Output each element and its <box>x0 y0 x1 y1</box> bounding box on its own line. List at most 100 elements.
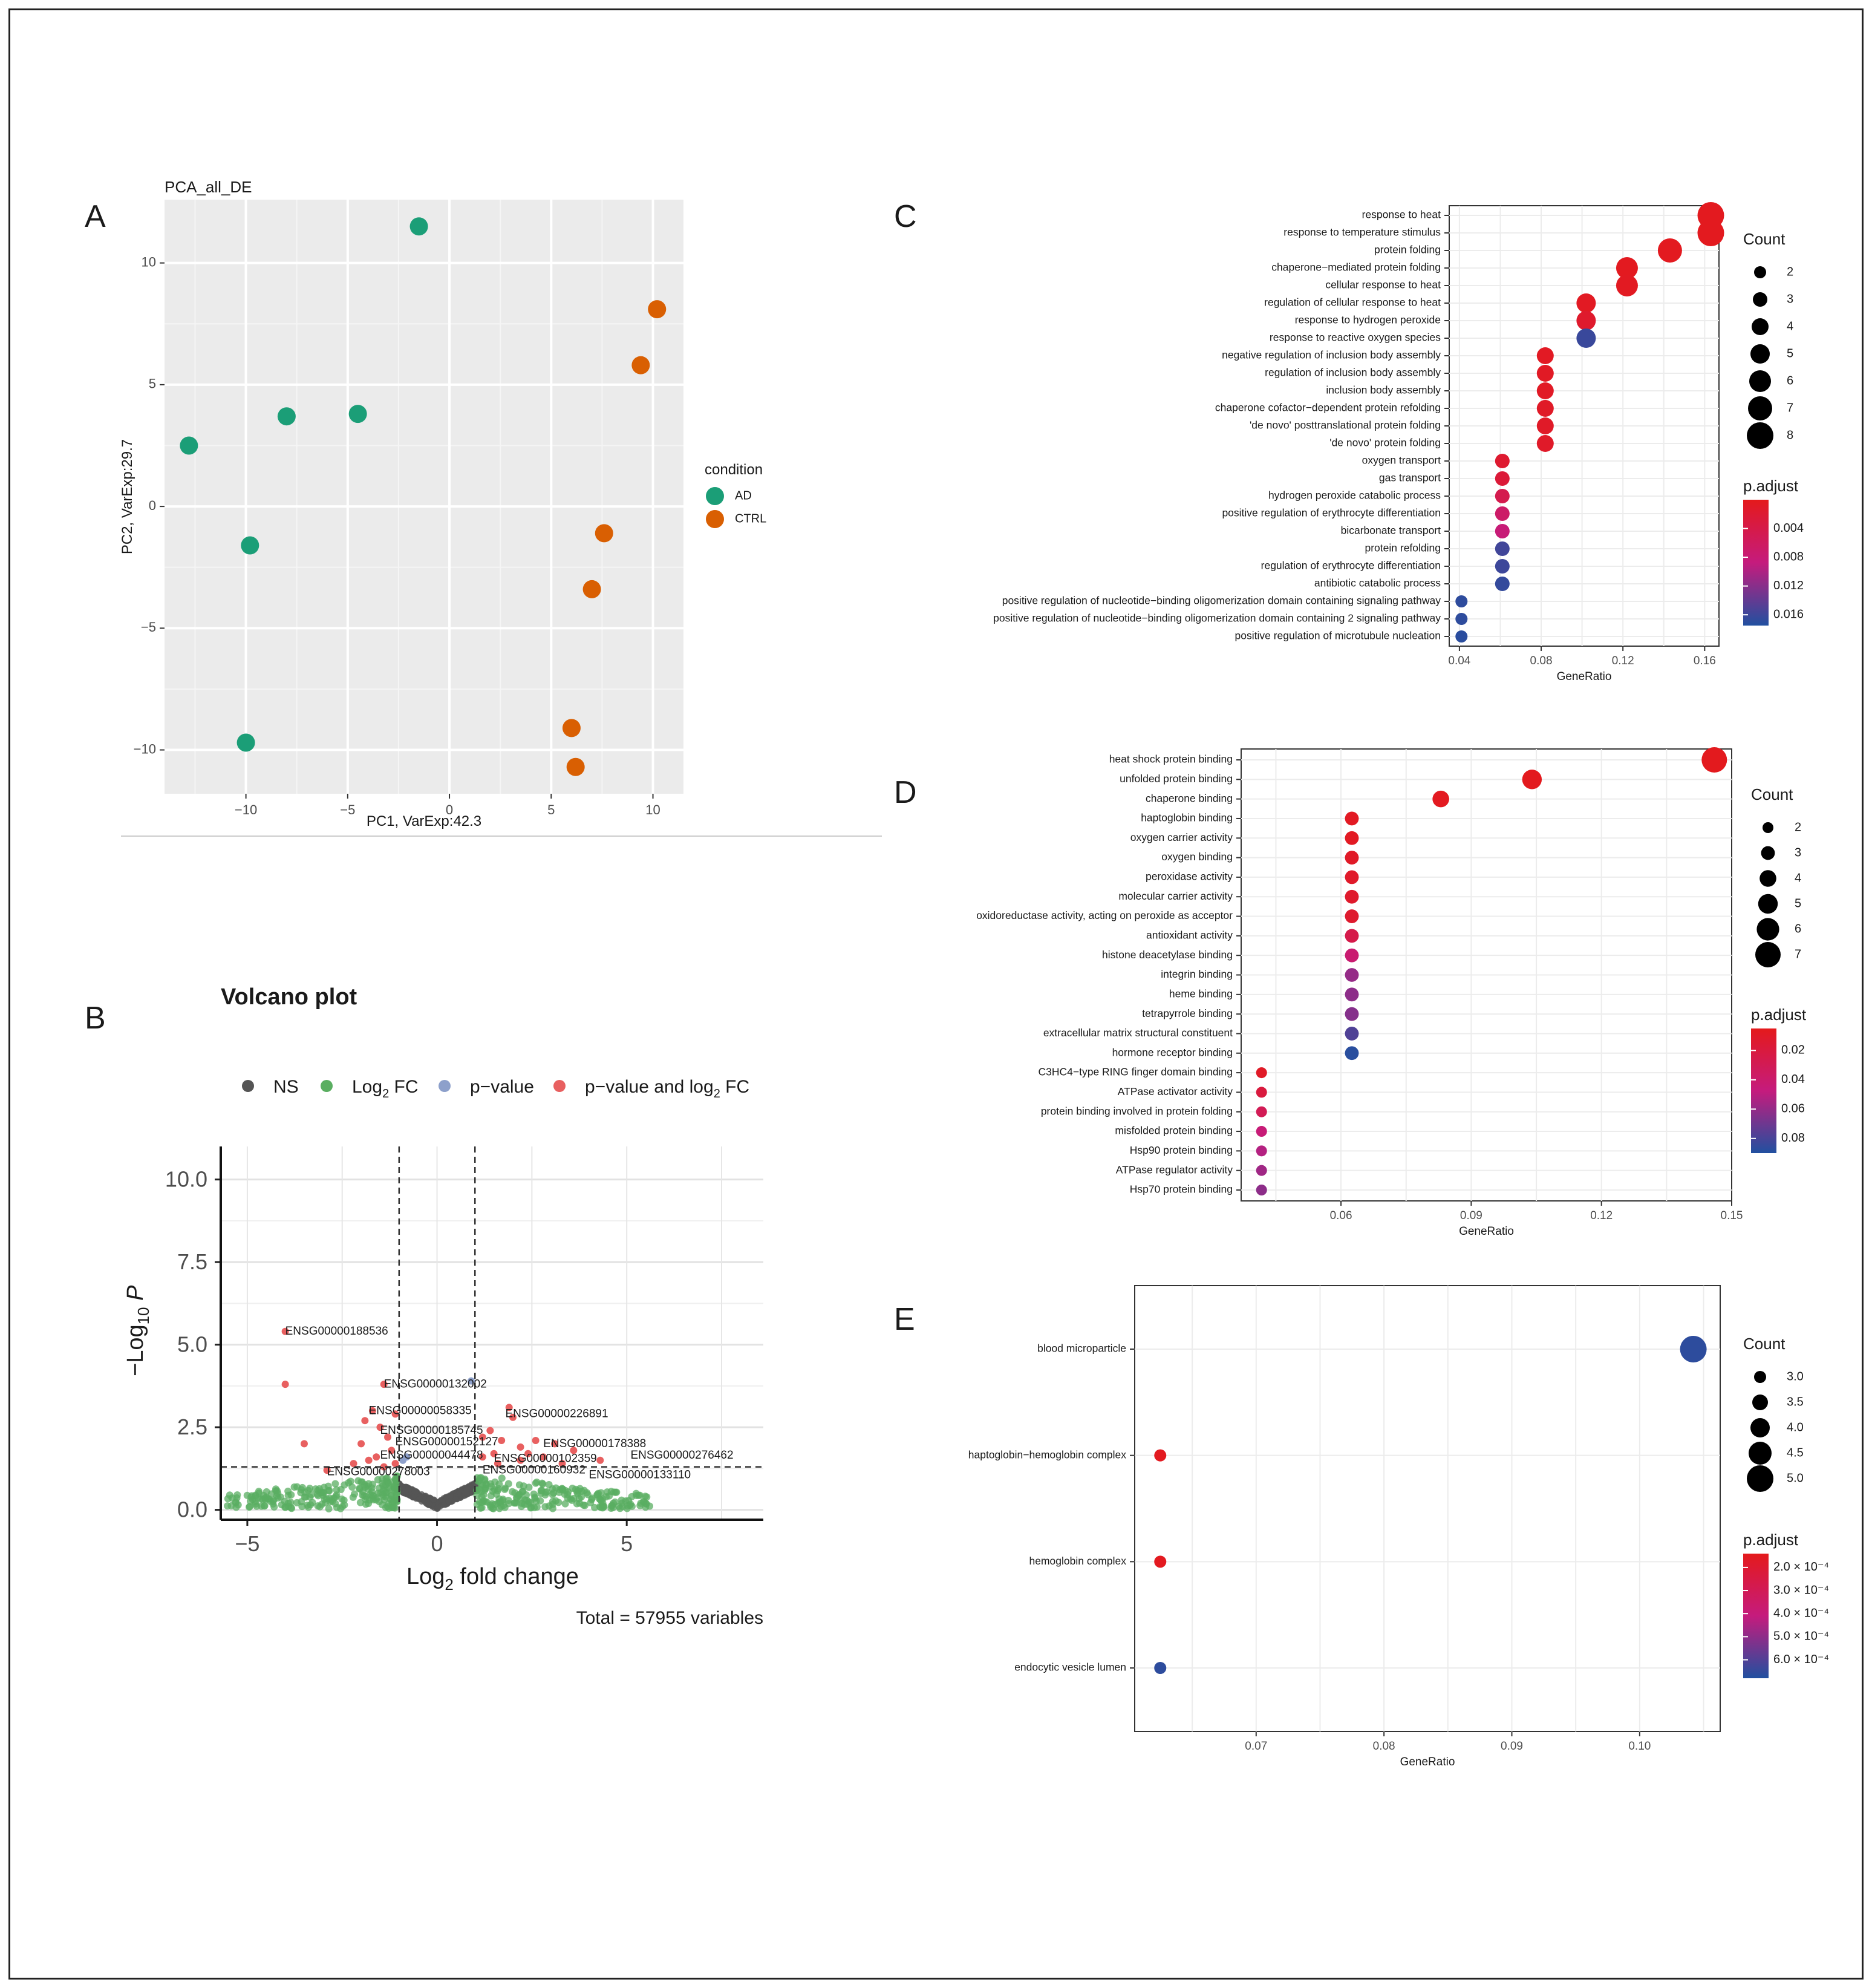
go-mf-count-legend-title: Count <box>1751 785 1793 803</box>
go-mf-count-legend-dot <box>1763 822 1773 833</box>
go-mf-dot <box>1345 1046 1359 1061</box>
go-bp-dot <box>1536 382 1554 399</box>
volcano-point-pvalue-and-fc <box>365 1456 373 1464</box>
volcano-point-log2fc <box>482 1485 490 1493</box>
volcano-point-pvalue-and-fc <box>478 1453 486 1461</box>
volcano-point-pvalue-and-fc <box>596 1456 604 1464</box>
go-bp-padj-legend-title: p.adjust <box>1743 477 1799 495</box>
volcano-point-pvalue-and-fc <box>505 1404 513 1411</box>
go-bp-xtick-label: 0.04 <box>1448 655 1470 667</box>
go-cc-padj-colorbar <box>1743 1554 1769 1678</box>
volcano-point-pvalue-and-fc <box>570 1447 578 1454</box>
pca-legend-label-ad: AD <box>735 489 752 502</box>
pca-xtick-label: 0 <box>446 802 453 817</box>
go-cc-count-legend-dot <box>1749 1442 1772 1465</box>
volcano-point-log2fc <box>351 1490 359 1498</box>
volcano-point-log2fc <box>246 1503 253 1511</box>
go-cc-count-legend-label: 5.0 <box>1787 1471 1804 1485</box>
go-cc-term-label: blood microparticle <box>1037 1342 1126 1355</box>
volcano-point-log2fc <box>538 1479 546 1487</box>
go-mf-dot <box>1256 1087 1267 1098</box>
go-mf-padj-legend-title: p.adjust <box>1751 1005 1807 1024</box>
go-cc-term-label: endocytic vesicle lumen <box>1014 1661 1126 1673</box>
go-bp-xtick-label: 0.16 <box>1694 655 1716 667</box>
volcano-point-log2fc <box>525 1483 533 1491</box>
go-mf-count-legend-label: 2 <box>1795 820 1801 834</box>
volcano-point-pvalue-and-fc <box>517 1443 524 1451</box>
go-mf-term-label: protein binding involved in protein fold… <box>1041 1105 1233 1117</box>
volcano-ytick-label: 0.0 <box>177 1497 207 1522</box>
pca-point-ad <box>409 217 428 236</box>
volcano-point-log2fc <box>518 1488 526 1496</box>
pca-legend-key-ctrl <box>706 510 724 528</box>
volcano-point-log2fc <box>320 1489 328 1497</box>
volcano-point-log2fc <box>392 1476 400 1483</box>
go-mf-dot <box>1345 948 1359 963</box>
volcano-point-log2fc <box>626 1502 634 1509</box>
volcano-point-ns <box>413 1489 419 1496</box>
go-mf-count-legend-dot <box>1759 870 1776 887</box>
go-bp-count-legend-dot <box>1752 318 1769 335</box>
go-bp-term-label: 'de novo' posttranslational protein fold… <box>1250 419 1441 431</box>
volcano-ylabel: −Log10 P <box>123 1285 152 1376</box>
volcano-gene-label: ENSG00000178388 <box>543 1437 646 1450</box>
volcano-point-log2fc <box>273 1487 281 1495</box>
go-bp-count-legend-dot <box>1753 292 1767 307</box>
go-mf-dot <box>1256 1106 1267 1117</box>
volcano-point-log2fc <box>632 1489 640 1497</box>
pca-legend-label-ctrl: CTRL <box>735 512 766 525</box>
go-bp-term-label: positive regulation of nucleotide−bindin… <box>1002 595 1441 607</box>
go-mf-term-label: Hsp70 protein binding <box>1130 1183 1233 1195</box>
pca-xtick-label: 5 <box>547 802 555 817</box>
volcano-xlabel: Log2 fold change <box>406 1564 579 1594</box>
volcano-point-log2fc <box>515 1481 523 1489</box>
pca-legend-title: condition <box>705 462 763 478</box>
go-cc-count-legend-label: 4.0 <box>1787 1421 1804 1434</box>
go-bp-dot <box>1495 454 1510 468</box>
go-mf-count-legend-dot <box>1755 942 1781 967</box>
volcano-point-pvalue-and-fc <box>350 1460 357 1468</box>
go-mf-dot <box>1256 1165 1267 1176</box>
volcano-point-ns <box>426 1500 432 1507</box>
go-bp-padj-legend-label: 0.008 <box>1773 550 1804 563</box>
volcano-point-log2fc <box>340 1496 348 1504</box>
go-cc-count-legend-title: Count <box>1743 1335 1786 1353</box>
go-bp-term-label: gas transport <box>1379 472 1441 484</box>
go-cc-count-legend-dot <box>1752 1395 1768 1410</box>
pca-point-ctrl <box>595 524 613 543</box>
panel-letter-c: C <box>894 199 917 234</box>
go-mf-xtick-label: 0.06 <box>1330 1209 1352 1222</box>
go-bp-dot <box>1536 400 1554 417</box>
go-mf-count-legend-label: 6 <box>1795 922 1801 935</box>
volcano-point-log2fc <box>543 1488 551 1496</box>
pca-xtick-label: −10 <box>235 802 257 817</box>
volcano-point-log2fc <box>384 1479 392 1486</box>
go-bp-term-label: regulation of inclusion body assembly <box>1265 367 1441 379</box>
go-cc-padj-legend-label: 2.0 × 10⁻⁴ <box>1773 1560 1829 1574</box>
go-mf-term-label: haptoglobin binding <box>1141 812 1233 824</box>
volcano-point-log2fc <box>511 1489 519 1497</box>
volcano-point-log2fc <box>391 1504 399 1512</box>
go-mf-dot <box>1345 870 1359 884</box>
go-bp-dot <box>1576 311 1596 330</box>
volcano-point-log2fc <box>393 1485 400 1493</box>
volcano-point-log2fc <box>378 1480 386 1488</box>
go-cc-padj-legend-label: 3.0 × 10⁻⁴ <box>1773 1583 1829 1597</box>
go-bp-dot <box>1495 559 1510 574</box>
go-mf-dot <box>1345 929 1359 943</box>
go-mf-dot <box>1345 1007 1359 1021</box>
go-bp-term-label: positive regulation of microtubule nucle… <box>1235 630 1441 642</box>
volcano-point-log2fc <box>492 1490 500 1498</box>
go-mf-padj-legend-label: 0.06 <box>1781 1102 1805 1116</box>
volcano-legend-key <box>242 1080 254 1092</box>
go-mf-padj-legend-label: 0.08 <box>1781 1131 1805 1145</box>
go-bp-term-label: protein refolding <box>1365 542 1441 554</box>
go-bp-term-label: response to temperature stimulus <box>1283 226 1441 238</box>
volcano-legend-label: Log2 FC <box>352 1077 419 1100</box>
pca-title: PCA_all_DE <box>165 178 252 196</box>
volcano-point-pvalue <box>468 1377 475 1385</box>
go-bp-count-legend-title: Count <box>1743 230 1786 248</box>
go-mf-dot <box>1345 968 1359 982</box>
volcano-point-ns <box>463 1486 470 1493</box>
volcano-point-ns <box>402 1488 408 1495</box>
